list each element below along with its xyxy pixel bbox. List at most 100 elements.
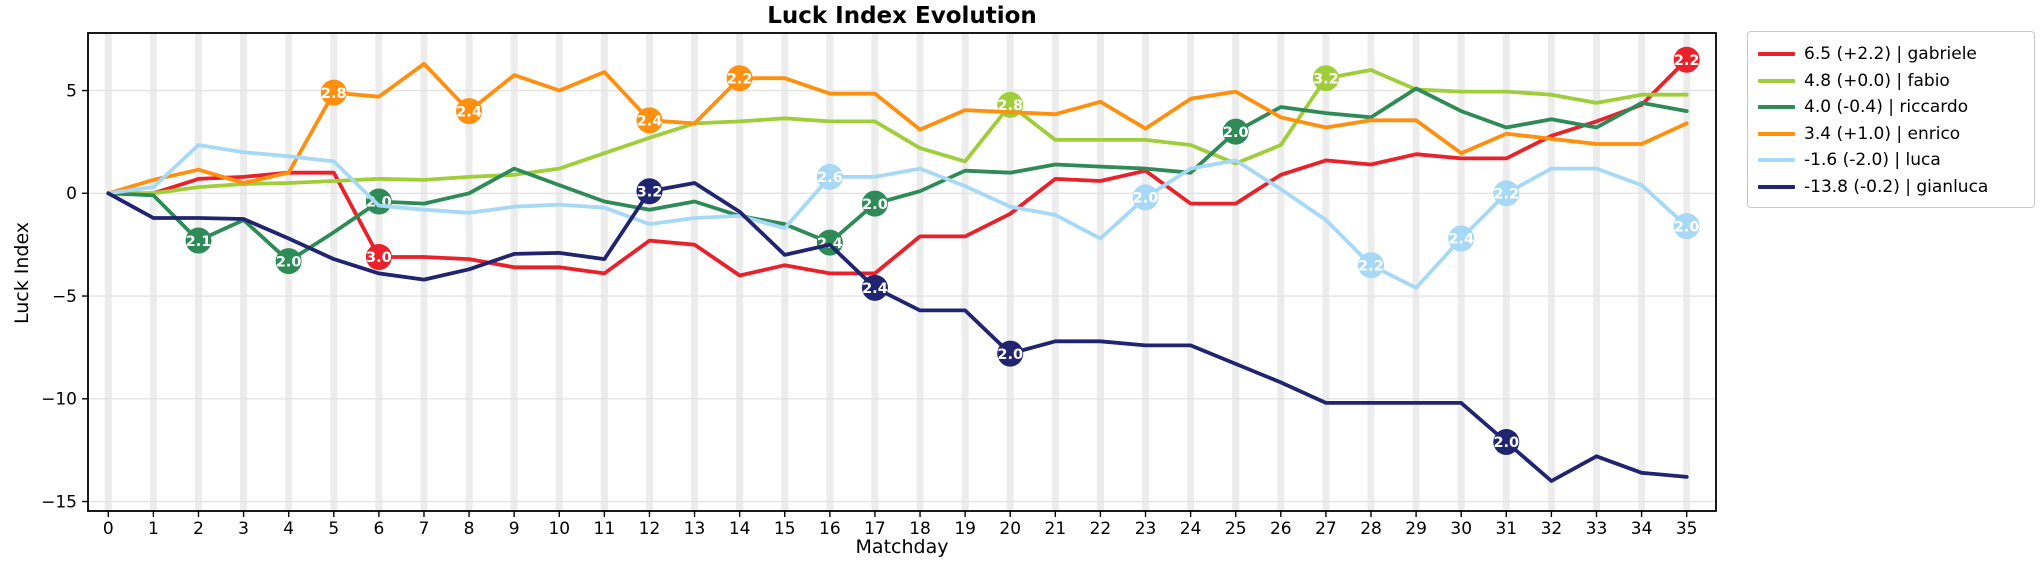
legend-swatch-gianluca	[1758, 184, 1795, 189]
grid-band-md-20	[1006, 33, 1014, 511]
grid-band-md-25	[1232, 33, 1240, 511]
x-tick-label-md-14: 14	[729, 519, 751, 539]
marker-label-gabriele-md6: 3.0	[366, 250, 392, 266]
legend-swatch-riccardo	[1758, 105, 1795, 110]
legend-swatch-enrico	[1758, 131, 1795, 136]
x-tick-label-md-31: 31	[1495, 519, 1517, 539]
x-tick-label-md-21: 21	[1045, 519, 1067, 539]
marker-label-riccardo-md25: 2.0	[1223, 125, 1249, 141]
x-tick-label-md-24: 24	[1180, 519, 1202, 539]
marker-label-riccardo-md4: 2.0	[276, 254, 302, 270]
y-tick-label-5: 5	[66, 81, 77, 101]
x-tick-label-md-10: 10	[548, 519, 570, 539]
axes-spines	[87, 32, 1717, 512]
marker-label-riccardo-md2: 2.1	[186, 234, 212, 250]
marker-label-gianluca-md12: 3.2	[637, 184, 663, 200]
grid-band-md-7	[420, 33, 428, 511]
marker-luca-md35	[1673, 213, 1700, 240]
chart-title: Luck Index Evolution	[767, 3, 1037, 29]
x-tick-label-md-25: 25	[1225, 519, 1247, 539]
grid-band-md-5	[330, 33, 338, 511]
x-tick-label-md-27: 27	[1315, 519, 1337, 539]
y-tick-label--10: −10	[41, 390, 77, 410]
legend-entry-gabriele: 6.5 (+2.2) | gabriele	[1758, 41, 2024, 68]
marker-label-gianluca-md31: 2.0	[1493, 435, 1519, 451]
marker-luca-md28	[1358, 252, 1385, 279]
legend-label-enrico: 3.4 (+1.0) | enrico	[1804, 123, 1961, 144]
marker-label-luca-md16: 2.6	[817, 170, 843, 186]
y-tick-label--5: −5	[52, 287, 77, 307]
x-tick-label-md-33: 33	[1586, 519, 1608, 539]
marker-enrico-md8	[456, 98, 483, 125]
grid-band-md-26	[1277, 33, 1285, 511]
series-line-gianluca	[106, 181, 1689, 483]
legend-swatch-luca	[1758, 158, 1795, 163]
marker-gianluca-md20	[997, 340, 1024, 367]
x-tick-label-md-20: 20	[999, 519, 1021, 539]
grid-band-md-35	[1683, 33, 1691, 511]
x-tick-label-md-23: 23	[1135, 519, 1157, 539]
marker-luca-md30	[1448, 225, 1475, 252]
marker-label-enrico-md8: 2.4	[456, 104, 482, 120]
grid-band-md-19	[961, 33, 969, 511]
series-line-luca	[106, 143, 1689, 290]
marker-label-riccardo-md17: 2.0	[862, 197, 888, 213]
grid-band-md-27	[1322, 33, 1330, 511]
marker-gianluca-md17	[861, 274, 888, 301]
marker-riccardo-md25	[1222, 118, 1249, 145]
legend-label-gabriele: 6.5 (+2.2) | gabriele	[1804, 44, 1977, 65]
legend-swatch-fabio	[1758, 78, 1795, 83]
grid-band-md-23	[1142, 33, 1150, 511]
marker-label-gianluca-md17: 2.4	[862, 281, 888, 297]
marker-enrico-md12	[636, 107, 663, 134]
x-tick-label-md-7: 7	[419, 519, 430, 539]
marker-label-enrico-md14: 2.2	[727, 71, 753, 87]
marker-luca-md31	[1493, 180, 1520, 207]
grid-band-md-34	[1638, 33, 1646, 511]
marker-fabio-md27	[1312, 65, 1339, 92]
x-tick-label-md-35: 35	[1676, 519, 1698, 539]
marker-label-fabio-md27: 3.2	[1313, 71, 1339, 87]
legend-entry-luca: -1.6 (-2.0) | luca	[1758, 147, 2024, 174]
grid-band-md-8	[465, 33, 473, 511]
marker-gabriele-md35	[1673, 46, 1700, 73]
x-tick-label-md-19: 19	[954, 519, 976, 539]
x-tick-label-md-3: 3	[238, 519, 249, 539]
legend-label-gianluca: -13.8 (-0.2) | gianluca	[1804, 176, 1989, 197]
x-tick-label-md-16: 16	[819, 519, 841, 539]
grid-band-md-2	[194, 33, 202, 511]
marker-riccardo-md17	[861, 190, 888, 217]
marker-enrico-md5	[320, 79, 347, 106]
x-axis-label: Matchday	[855, 536, 949, 558]
x-tick-label-md-34: 34	[1631, 519, 1653, 539]
x-tick-label-md-11: 11	[594, 519, 616, 539]
y-tick-label-0: 0	[66, 184, 77, 204]
marker-label-enrico-md5: 2.8	[321, 86, 347, 102]
grid-band-md-1	[149, 33, 157, 511]
x-tick-label-md-9: 9	[509, 519, 520, 539]
grid-band-md-9	[510, 33, 518, 511]
x-tick-label-md-13: 13	[684, 519, 706, 539]
marker-riccardo-md4	[275, 248, 302, 275]
x-tick-label-md-4: 4	[283, 519, 294, 539]
marker-label-luca-md35: 2.0	[1674, 219, 1700, 235]
legend-label-riccardo: 4.0 (-0.4) | riccardo	[1804, 97, 1969, 118]
grid-band-md-15	[781, 33, 789, 511]
grid-band-md-32	[1547, 33, 1555, 511]
legend-entry-gianluca: -13.8 (-0.2) | gianluca	[1758, 174, 2024, 201]
marker-luca-md23	[1132, 184, 1159, 211]
series-line-gabriele	[106, 57, 1689, 278]
x-tick-label-md-12: 12	[639, 519, 661, 539]
marker-gianluca-md31	[1493, 428, 1520, 455]
x-tick-label-md-32: 32	[1541, 519, 1563, 539]
grid-band-md-3	[240, 33, 248, 511]
grid-band-md-33	[1592, 33, 1600, 511]
marker-enrico-md14	[726, 65, 753, 92]
grid-band-md-12	[645, 33, 653, 511]
x-tick-label-md-30: 30	[1450, 519, 1472, 539]
marker-luca-md16	[816, 163, 843, 190]
grid-band-md-14	[736, 33, 744, 511]
series-line-enrico	[106, 61, 1689, 196]
